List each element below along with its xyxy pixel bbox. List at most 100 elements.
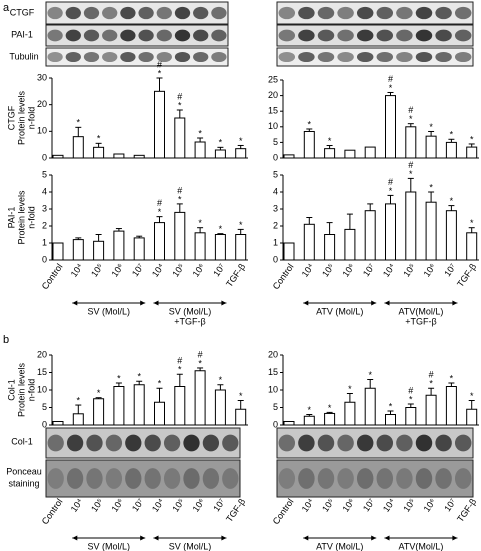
blot-band (156, 6, 172, 20)
y-axis-label: Protein levels (16, 190, 26, 245)
bar (235, 148, 247, 159)
significance-star: * (198, 358, 202, 368)
significance-hash: # (177, 185, 182, 195)
significance-star: * (470, 134, 474, 144)
blot-band (435, 51, 452, 63)
blot-band (337, 468, 354, 489)
significance-star: * (239, 391, 243, 401)
x-tick-label: Control (271, 262, 296, 292)
blot-band (278, 51, 296, 63)
significance-star: * (198, 218, 202, 228)
y-tick-label: 1 (273, 237, 278, 247)
x-tick-label: 10⁵ (320, 497, 336, 514)
y-tick-label: 5 (42, 169, 47, 179)
x-tick-label: 10⁴ (381, 262, 397, 279)
group-label: +TGF-β (174, 316, 205, 326)
x-tick-label: 10⁴ (300, 497, 316, 514)
bar (72, 136, 84, 159)
significance-star: * (198, 128, 202, 138)
blot-band (65, 29, 81, 42)
x-tick-label: 10⁴ (69, 497, 85, 514)
panel-label: a (3, 2, 10, 14)
blot-band (435, 468, 452, 489)
blot-band (86, 468, 103, 489)
y-tick-label: 4 (42, 186, 47, 196)
y-tick-label: 4 (273, 186, 278, 196)
significance-star: * (137, 372, 141, 382)
y-axis-label: PAI-1 (6, 207, 16, 229)
significance-hash: # (388, 177, 393, 187)
x-tick-label: 10⁵ (170, 262, 186, 279)
y-tick-label: 20 (268, 90, 278, 100)
y-tick-label: 30 (37, 72, 47, 82)
x-tick-label: 10⁷ (130, 497, 146, 514)
x-tick-label: 10⁴ (150, 497, 166, 514)
significance-star: * (429, 379, 433, 389)
x-tick-label: 10⁶ (109, 497, 125, 514)
blot-band (356, 468, 374, 489)
y-tick-label: 10 (37, 126, 47, 136)
blot-label: PAI-1 (11, 29, 33, 39)
significance-hash: # (177, 91, 182, 101)
y-axis-label: Col-1 (6, 379, 16, 401)
y-tick-label: 20 (37, 349, 47, 359)
blot-band (376, 29, 394, 42)
bar (174, 117, 186, 159)
blot-band (454, 51, 472, 63)
significance-hash: # (408, 160, 413, 170)
y-tick-label: 10 (268, 121, 278, 131)
bar (466, 408, 478, 426)
x-tick-label: 10⁷ (361, 262, 377, 279)
blot-band (298, 51, 315, 63)
bar (283, 421, 295, 426)
significance-star: * (328, 136, 332, 146)
x-tick-label: 10⁶ (109, 262, 125, 279)
significance-star: * (429, 122, 433, 132)
blot-band (415, 51, 433, 63)
bar (174, 211, 186, 261)
blot-band (47, 29, 63, 42)
blot-band (435, 29, 452, 42)
x-tick-label: TGF-β (224, 497, 247, 524)
blot-band (83, 29, 100, 42)
x-tick-label: 10⁷ (361, 497, 377, 514)
x-tick-label: 10⁷ (130, 262, 146, 279)
bar (72, 413, 84, 426)
bar (385, 95, 396, 159)
blot-band (317, 6, 335, 20)
significance-star: * (470, 218, 474, 228)
y-axis-label: Protein levels (16, 362, 26, 417)
bar (93, 146, 105, 159)
significance-hash: # (177, 356, 182, 366)
significance-star: * (77, 395, 81, 405)
bar (385, 414, 396, 426)
blot-band (454, 29, 472, 42)
significance-star: * (77, 118, 81, 128)
blot-band (337, 6, 354, 20)
x-tick-label: Control (40, 497, 65, 527)
bar (445, 141, 457, 159)
blot-band (317, 468, 335, 489)
y-tick-label: 0 (273, 254, 278, 264)
significance-star: * (470, 391, 474, 401)
bar (364, 387, 376, 426)
blot-band (396, 468, 413, 489)
significance-star: * (178, 100, 182, 110)
blot-band (415, 6, 433, 20)
blot-band (337, 434, 354, 452)
bar (235, 408, 247, 426)
blot-band (298, 468, 315, 489)
significance-star: * (239, 220, 243, 230)
significance-star: * (219, 375, 223, 385)
group-label: SV (Mol/L) (169, 541, 212, 551)
blot-band (317, 29, 335, 42)
x-tick-label: 10⁵ (170, 497, 186, 514)
significance-hash: # (157, 59, 162, 69)
blot-band (83, 6, 100, 20)
significance-star: * (117, 373, 121, 383)
x-tick-label: 10⁶ (191, 497, 207, 514)
bar (324, 234, 336, 261)
x-tick-label: Control (271, 497, 296, 527)
blot-band (396, 434, 413, 452)
blot-band (174, 29, 191, 42)
